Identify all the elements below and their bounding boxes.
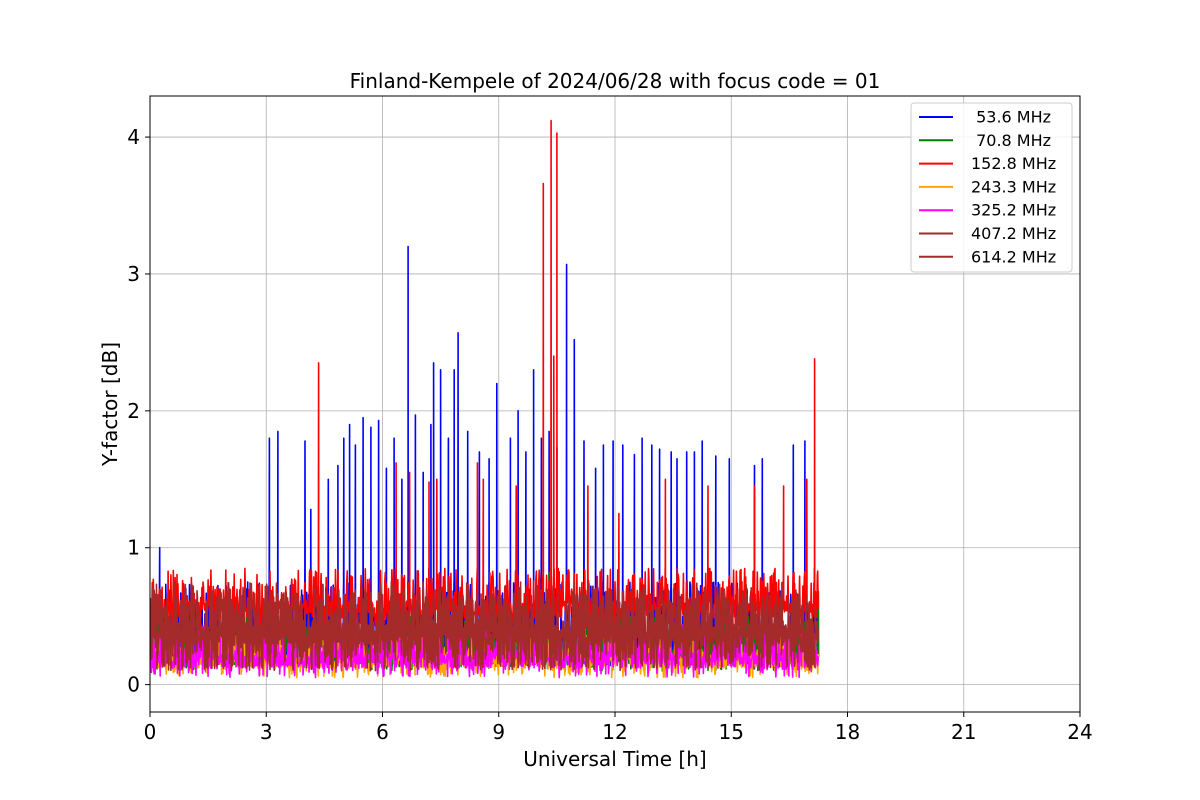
legend-label: 152.8 MHz xyxy=(971,154,1056,173)
x-tick-label: 21 xyxy=(951,720,976,744)
x-tick-label: 9 xyxy=(492,720,505,744)
legend-label: 70.8 MHz xyxy=(971,131,1051,150)
legend: 53.6 MHz 70.8 MHz 152.8 MHz 243.3 MHz 325.2… xyxy=(910,102,1073,273)
y-tick-label: 3 xyxy=(127,262,140,286)
series-lines xyxy=(150,119,820,679)
y-tick-label: 2 xyxy=(127,399,140,423)
legend-label: 325.2 MHz xyxy=(971,201,1056,220)
legend-label: 243.3 MHz xyxy=(971,177,1056,196)
y-axis-ticks: 0 1 2 3 4 xyxy=(127,125,150,697)
legend-box xyxy=(910,102,1073,273)
y-tick-label: 1 xyxy=(127,536,140,560)
x-tick-label: 18 xyxy=(835,720,860,744)
y-tick-label: 0 xyxy=(127,673,140,697)
x-tick-label: 12 xyxy=(602,720,627,744)
series-line-6 xyxy=(150,581,819,672)
x-axis-label: Universal Time [h] xyxy=(523,747,706,771)
legend-label: 614.2 MHz xyxy=(971,247,1056,266)
legend-label: 53.6 MHz xyxy=(971,108,1051,127)
legend-label: 407.2 MHz xyxy=(971,224,1056,243)
x-tick-label: 3 xyxy=(260,720,273,744)
chart-title: Finland-Kempele of 2024/06/28 with focus… xyxy=(350,69,881,93)
x-tick-label: 15 xyxy=(719,720,744,744)
x-tick-label: 6 xyxy=(376,720,389,744)
x-axis-ticks: 0 3 6 9 12 15 18 21 24 xyxy=(144,712,1093,744)
x-tick-label: 0 xyxy=(144,720,157,744)
y-tick-label: 4 xyxy=(127,125,140,149)
y-axis-label: Y-factor [dB] xyxy=(98,342,122,467)
x-tick-label: 24 xyxy=(1067,720,1092,744)
